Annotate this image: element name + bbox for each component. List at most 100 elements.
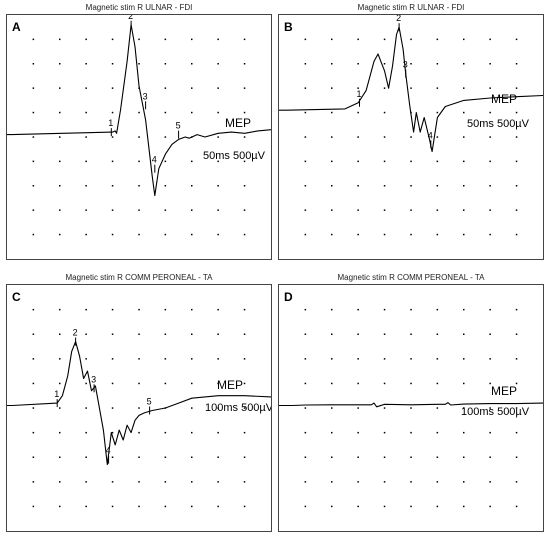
grid-dot: [59, 308, 61, 311]
scale-label: 100ms 500µV: [461, 406, 530, 418]
grid-dot: [436, 63, 439, 65]
grid-dot: [304, 431, 307, 434]
grid-dot: [489, 308, 491, 311]
grid-dot: [357, 38, 359, 41]
grid-dot: [357, 87, 359, 89]
grid-dot: [515, 431, 518, 434]
grid-dot: [463, 63, 465, 65]
grid-dot: [463, 38, 465, 41]
grid-dot: [32, 160, 35, 163]
grid-dot: [515, 382, 518, 385]
grid-dot: [410, 87, 412, 89]
grid-dot: [59, 209, 61, 211]
marker-label: 4: [106, 446, 111, 456]
grid-dot: [304, 38, 307, 41]
grid-dot: [463, 185, 465, 187]
mep-label: MEP: [225, 116, 251, 130]
grid-dot: [111, 87, 114, 89]
grid-dot: [331, 87, 333, 89]
grid-dot: [217, 382, 219, 385]
grid-dot: [32, 38, 35, 41]
grid-dot: [331, 63, 333, 65]
grid-dot: [463, 87, 465, 89]
grid-dot: [85, 358, 87, 360]
grid-dot: [383, 333, 386, 335]
panel-letter: C: [12, 290, 21, 304]
marker-label: 3: [91, 374, 96, 384]
grid-dot: [331, 382, 333, 385]
grid-dot: [164, 38, 167, 41]
grid-dot: [85, 233, 87, 236]
grid-dot: [304, 160, 307, 163]
grid-dot: [59, 160, 61, 163]
grid-dot: [191, 505, 193, 508]
grid-dot: [410, 63, 412, 65]
grid-dot: [515, 160, 518, 163]
grid-dot: [59, 87, 61, 89]
marker-label: 5: [147, 397, 152, 407]
grid-dot: [85, 382, 87, 385]
grid-dot: [331, 185, 333, 187]
grid-dot: [111, 63, 114, 65]
grid-dot: [138, 456, 140, 458]
grid-dot: [463, 233, 465, 236]
grid-dot: [436, 233, 439, 236]
grid-dot: [357, 63, 359, 65]
grid-dot: [436, 358, 439, 360]
grid-dot: [138, 136, 140, 138]
marker-label: 3: [143, 91, 148, 101]
grid-dot: [304, 505, 307, 508]
grid-dot: [191, 358, 193, 360]
grid-dot: [243, 185, 246, 187]
grid-dot: [489, 111, 491, 114]
grid-dot: [243, 136, 246, 138]
grid-dot: [331, 431, 333, 434]
grid-dot: [85, 136, 87, 138]
grid-dot: [111, 185, 114, 187]
grid-dot: [243, 358, 246, 360]
grid-dot: [304, 358, 307, 360]
grid-dot: [436, 308, 439, 311]
grid-dot: [515, 505, 518, 508]
grid-dot: [85, 456, 87, 458]
grid-dot: [32, 505, 35, 508]
grid-dot: [32, 382, 35, 385]
grid-dot: [383, 87, 386, 89]
grid-dot: [59, 333, 61, 335]
marker-label: 2: [396, 15, 401, 23]
grid-dot: [463, 456, 465, 458]
grid-dot: [85, 185, 87, 187]
grid-dot: [243, 333, 246, 335]
marker-label: 4: [428, 130, 433, 140]
grid-dot: [164, 333, 167, 335]
grid-dot: [383, 38, 386, 41]
grid-dot: [304, 407, 307, 409]
grid-dot: [111, 233, 114, 236]
grid-dot: [410, 233, 412, 236]
grid-dot: [32, 333, 35, 335]
grid-dot: [138, 505, 140, 508]
mep-label: MEP: [217, 378, 243, 392]
grid-dot: [383, 481, 386, 483]
grid-dot: [463, 111, 465, 114]
grid-dot: [463, 407, 465, 409]
emg-plot: A 1 2 3 4 5 MEP 50ms 500µV: [7, 15, 271, 236]
panel-letter: B: [284, 20, 293, 34]
grid-dot: [217, 505, 219, 508]
grid-dot: [383, 209, 386, 211]
grid-dot: [304, 456, 307, 458]
grid-dot: [111, 209, 114, 211]
grid-dot: [243, 481, 246, 483]
grid-dot: [32, 358, 35, 360]
grid-dot: [32, 87, 35, 89]
grid-dot: [331, 407, 333, 409]
grid-dot: [164, 505, 167, 508]
mep-label: MEP: [491, 92, 517, 106]
grid-dot: [304, 111, 307, 114]
grid-dot: [357, 505, 359, 508]
grid-dot: [191, 209, 193, 211]
grid-dot: [489, 233, 491, 236]
grid-dot: [111, 358, 114, 360]
grid-dot: [436, 111, 439, 114]
grid-dot: [357, 111, 359, 114]
